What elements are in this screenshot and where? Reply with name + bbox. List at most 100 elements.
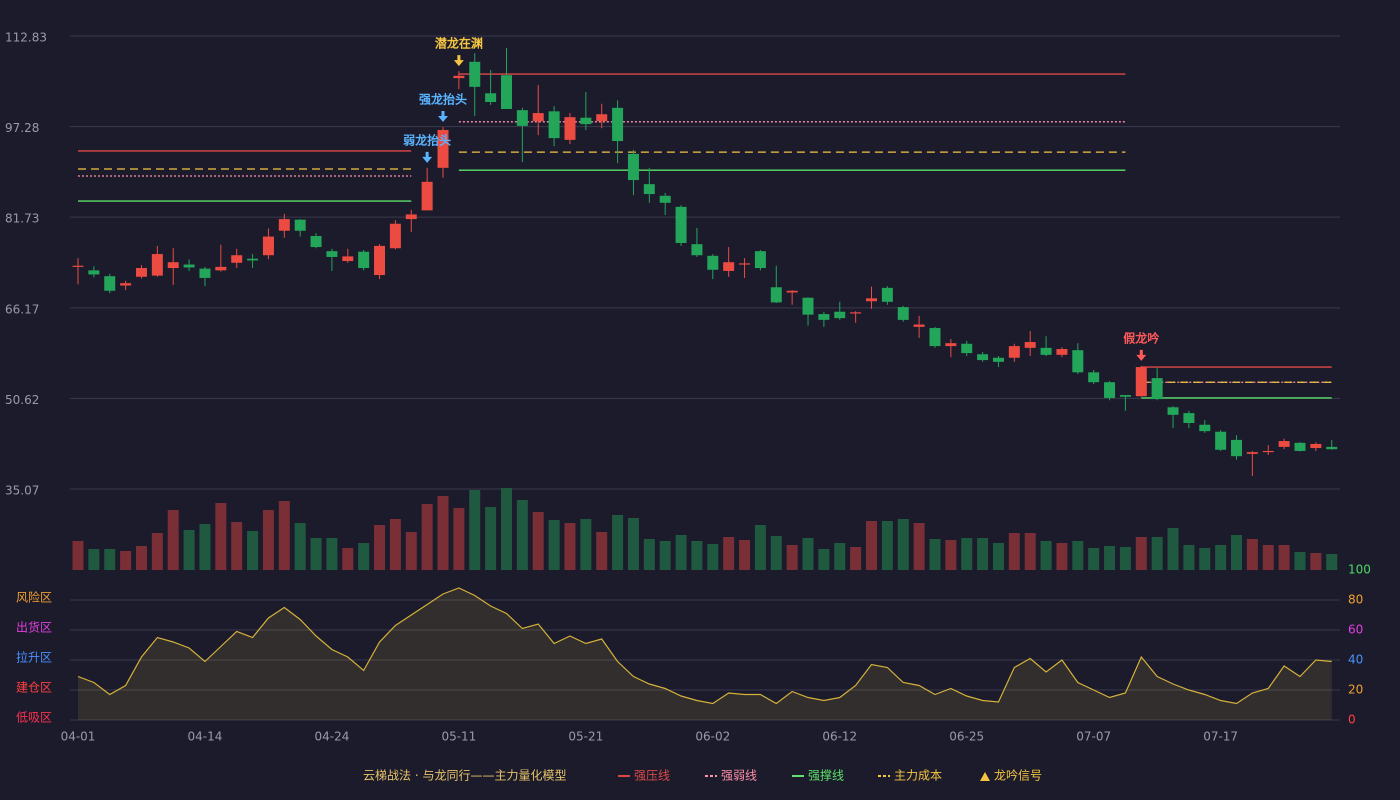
candle-body xyxy=(231,255,243,263)
candle-body xyxy=(389,223,401,249)
candle-body xyxy=(866,298,877,302)
y2-tick-label: 60 xyxy=(1348,623,1363,637)
volume-bar xyxy=(1072,541,1084,570)
volume-bar xyxy=(1135,537,1147,570)
candle-body xyxy=(88,270,100,275)
volume-bar xyxy=(1056,543,1068,570)
candle-body xyxy=(723,262,735,271)
volume-bar xyxy=(88,549,100,570)
volume-bar xyxy=(929,539,941,570)
volume-bar xyxy=(1024,533,1036,570)
candle-body xyxy=(1199,424,1211,432)
volume-bar xyxy=(739,540,751,570)
volume-bar xyxy=(135,546,147,570)
volume-bar xyxy=(659,541,671,570)
volume-bar xyxy=(104,549,116,570)
y-tick-label: 81.73 xyxy=(5,212,39,226)
candle-body xyxy=(754,251,766,269)
candle-body xyxy=(977,354,989,361)
candle-body xyxy=(1072,350,1084,373)
volume-bar xyxy=(802,538,814,570)
candle-body xyxy=(516,110,528,126)
volume-bar xyxy=(1040,541,1052,570)
volume-bar xyxy=(183,530,195,570)
candle-body xyxy=(1183,413,1195,423)
candle-body xyxy=(215,266,227,271)
candle-body xyxy=(961,343,973,354)
y2-tick-label: 20 xyxy=(1348,683,1363,697)
volume-bar xyxy=(453,508,465,570)
candle-body xyxy=(278,219,290,231)
candle-body xyxy=(1262,450,1274,453)
candle-body xyxy=(1151,378,1163,400)
candle-body xyxy=(72,265,84,267)
candle-body xyxy=(1088,372,1100,383)
volume-bar xyxy=(770,536,782,570)
candle-body xyxy=(199,268,211,278)
signal-arrow xyxy=(422,151,433,163)
candle-body xyxy=(739,263,751,265)
zone-label: 建仓区 xyxy=(16,681,52,695)
candle-body xyxy=(627,153,639,181)
legend-label: 强撑线 xyxy=(808,768,844,783)
candle-body xyxy=(818,314,830,320)
candle-body xyxy=(135,268,147,277)
signal-label: 潜龙在渊 xyxy=(435,36,483,51)
candle-body xyxy=(1024,342,1036,348)
volume-bar xyxy=(612,515,624,570)
y2-tick-label: 40 xyxy=(1348,653,1363,667)
x-tick-label: 04-14 xyxy=(188,730,223,744)
volume-bar xyxy=(945,540,957,570)
volume-bar xyxy=(167,510,179,570)
candle-body xyxy=(1278,441,1290,447)
volume-bar xyxy=(977,538,989,570)
candle-body xyxy=(580,117,592,125)
x-tick-label: 06-02 xyxy=(695,730,730,744)
candle-body xyxy=(437,129,449,168)
volume-bar xyxy=(262,510,274,570)
volume-bar xyxy=(469,490,481,570)
signal-label: 强龙抬头 xyxy=(419,92,467,107)
volume-bar xyxy=(294,523,306,570)
y2-tick-label: 80 xyxy=(1348,593,1363,607)
volume-bar xyxy=(913,523,925,570)
candle-body xyxy=(500,75,512,109)
candle-body xyxy=(770,287,782,303)
legend-label: 主力成本 xyxy=(894,769,942,783)
x-tick-label: 04-24 xyxy=(314,730,349,744)
volume-bar xyxy=(500,488,512,570)
volume-bar xyxy=(754,525,766,570)
candle-body xyxy=(1008,346,1020,358)
volume-bar xyxy=(1310,553,1322,570)
y-tick-label: 97.28 xyxy=(5,121,39,135)
candle-body xyxy=(405,214,417,220)
x-tick-label: 05-21 xyxy=(568,730,603,744)
volume-bar xyxy=(1262,545,1274,570)
volume-bar xyxy=(1199,548,1211,570)
candle-body xyxy=(1040,347,1052,355)
volume-bar xyxy=(596,532,608,570)
candle-body xyxy=(992,357,1004,362)
volume-bar xyxy=(1119,547,1131,570)
y2-tick-label: 100 xyxy=(1348,563,1371,577)
candle-body xyxy=(485,93,497,103)
candle-body xyxy=(374,245,386,276)
x-tick-label: 06-25 xyxy=(949,730,984,744)
candle-body xyxy=(564,117,576,140)
candle-body xyxy=(262,236,274,256)
candle-body xyxy=(1104,382,1116,398)
volume-bar xyxy=(850,547,862,570)
candle-body xyxy=(421,181,433,211)
candle-body xyxy=(294,219,306,231)
volume-bar xyxy=(961,538,973,570)
candle-body xyxy=(786,290,798,293)
signal-arrow xyxy=(438,111,449,123)
volume-bar xyxy=(421,504,433,570)
volume-bar xyxy=(1246,539,1258,570)
volume-bar xyxy=(437,496,449,570)
candle-body xyxy=(913,324,925,327)
candle-body xyxy=(310,235,322,248)
volume-bar xyxy=(643,539,655,570)
volume-bar xyxy=(1151,537,1163,570)
